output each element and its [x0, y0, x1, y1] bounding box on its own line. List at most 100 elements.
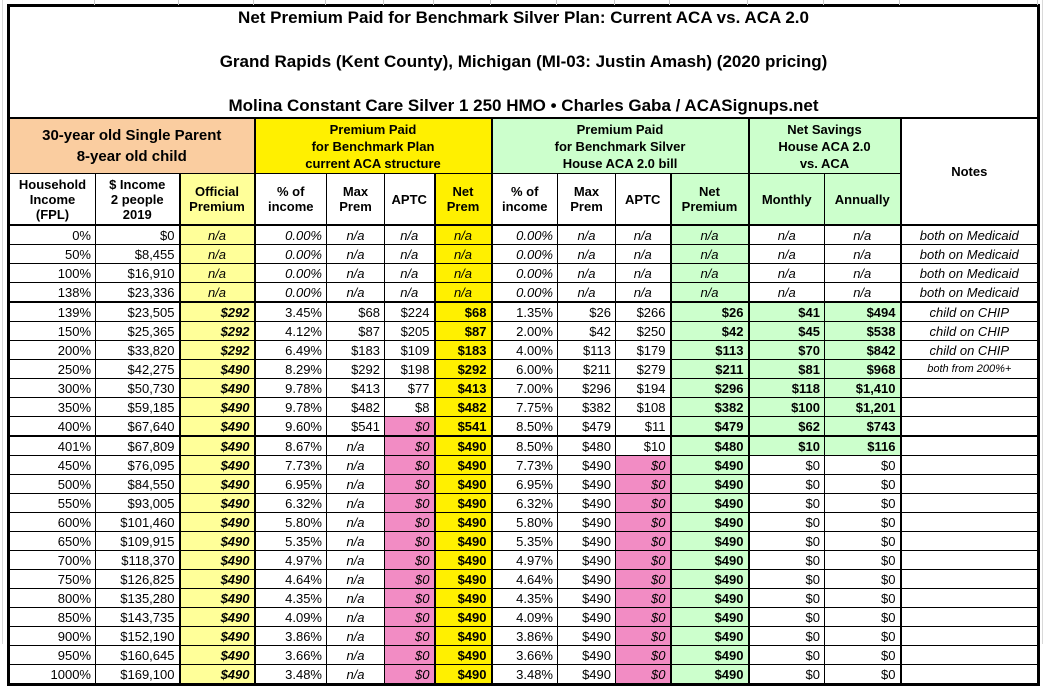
cell-income-2019[interactable]: $118,370 — [95, 550, 180, 570]
group-header-current-aca[interactable]: Premium Paid for Benchmark Plan current … — [254, 117, 493, 174]
cell-aca-max-prem[interactable]: n/a — [326, 645, 385, 665]
cell-note[interactable]: both on Medicaid — [899, 263, 1040, 283]
column-header-official-premium[interactable]: Official Premium — [178, 173, 256, 226]
cell-aca-max-prem[interactable]: n/a — [326, 282, 385, 303]
cell-income-2019[interactable]: $33,820 — [95, 340, 180, 360]
column-header-house-aptc[interactable]: APTC — [615, 173, 671, 226]
cell-aca-max-prem[interactable]: n/a — [326, 569, 385, 589]
cell-house-net-premium[interactable]: n/a — [669, 282, 750, 303]
cell-house-aptc[interactable]: $0 — [615, 588, 671, 608]
cell-aca-aptc[interactable]: $0 — [384, 474, 435, 494]
cell-house-pct-income[interactable]: 0.00% — [491, 244, 558, 264]
cell-savings-monthly[interactable]: $0 — [748, 588, 825, 608]
cell-house-max-prem[interactable]: $490 — [557, 607, 616, 627]
cell-savings-annually[interactable]: $0 — [824, 493, 902, 513]
cell-house-aptc[interactable]: $0 — [615, 569, 671, 589]
column-header-house-net-premium[interactable]: Net Premium — [669, 173, 750, 226]
cell-savings-annually[interactable]: $116 — [824, 435, 902, 456]
cell-savings-monthly[interactable]: $0 — [748, 512, 825, 532]
cell-house-aptc[interactable]: n/a — [615, 263, 671, 283]
cell-savings-annually[interactable]: $0 — [824, 607, 902, 627]
cell-official-premium[interactable]: $490 — [178, 397, 256, 417]
cell-income-2019[interactable]: $143,735 — [95, 607, 180, 627]
cell-house-max-prem[interactable]: $490 — [557, 569, 616, 589]
cell-official-premium[interactable]: $490 — [178, 435, 256, 456]
cell-house-aptc[interactable]: $0 — [615, 474, 671, 494]
cell-income-2019[interactable]: $109,915 — [95, 531, 180, 551]
cell-house-pct-income[interactable]: 5.35% — [491, 531, 558, 551]
cell-aca-net-prem[interactable]: $292 — [433, 359, 493, 379]
cell-note[interactable]: both on Medicaid — [899, 244, 1040, 264]
cell-official-premium[interactable]: $490 — [178, 455, 256, 475]
cell-note[interactable] — [899, 588, 1040, 608]
cell-house-pct-income[interactable]: 4.09% — [491, 607, 558, 627]
cell-savings-annually[interactable]: $0 — [824, 550, 902, 570]
cell-house-max-prem[interactable]: n/a — [557, 224, 616, 245]
cell-aca-pct-income[interactable]: 6.49% — [254, 340, 327, 360]
cell-house-net-premium[interactable]: $113 — [669, 340, 750, 360]
cell-aca-aptc[interactable]: $0 — [384, 664, 435, 685]
cell-fpl[interactable]: 950% — [8, 645, 96, 665]
cell-house-max-prem[interactable]: $480 — [557, 435, 616, 456]
cell-aca-aptc[interactable]: $0 — [384, 550, 435, 570]
cell-aca-aptc[interactable]: $0 — [384, 512, 435, 532]
cell-fpl[interactable]: 600% — [8, 512, 96, 532]
cell-aca-net-prem[interactable]: n/a — [433, 282, 493, 303]
cell-savings-annually[interactable]: $0 — [824, 474, 902, 494]
cell-fpl[interactable]: 100% — [8, 263, 96, 283]
cell-official-premium[interactable]: $490 — [178, 416, 256, 437]
cell-savings-annually[interactable]: $743 — [824, 416, 902, 437]
cell-house-max-prem[interactable]: n/a — [557, 244, 616, 264]
cell-house-aptc[interactable]: n/a — [615, 224, 671, 245]
cell-house-aptc[interactable]: $0 — [615, 455, 671, 475]
cell-note[interactable] — [899, 626, 1040, 646]
cell-house-pct-income[interactable]: 6.00% — [491, 359, 558, 379]
cell-aca-net-prem[interactable]: $490 — [433, 474, 493, 494]
cell-house-pct-income[interactable]: 0.00% — [491, 282, 558, 303]
cell-house-pct-income[interactable]: 2.00% — [491, 321, 558, 341]
group-header-person[interactable]: 30-year old Single Parent 8-year old chi… — [8, 117, 256, 174]
cell-house-pct-income[interactable]: 6.32% — [491, 493, 558, 513]
cell-house-pct-income[interactable]: 8.50% — [491, 435, 558, 456]
cell-house-max-prem[interactable]: $490 — [557, 531, 616, 551]
column-header-aca-max-prem[interactable]: Max Prem — [326, 173, 385, 226]
cell-savings-annually[interactable]: $0 — [824, 531, 902, 551]
cell-house-net-premium[interactable]: $490 — [669, 550, 750, 570]
cell-aca-net-prem[interactable]: n/a — [433, 224, 493, 245]
cell-house-pct-income[interactable]: 0.00% — [491, 224, 558, 245]
cell-aca-max-prem[interactable]: n/a — [326, 244, 385, 264]
cell-aca-net-prem[interactable]: $68 — [433, 301, 493, 322]
cell-aca-pct-income[interactable]: 0.00% — [254, 244, 327, 264]
cell-fpl[interactable]: 750% — [8, 569, 96, 589]
cell-aca-pct-income[interactable]: 3.66% — [254, 645, 327, 665]
cell-house-pct-income[interactable]: 3.66% — [491, 645, 558, 665]
cell-house-net-premium[interactable]: $490 — [669, 645, 750, 665]
cell-savings-monthly[interactable]: n/a — [748, 244, 825, 264]
cell-savings-annually[interactable]: n/a — [824, 263, 902, 283]
cell-aca-aptc[interactable]: n/a — [384, 282, 435, 303]
cell-aca-max-prem[interactable]: n/a — [326, 474, 385, 494]
cell-aca-net-prem[interactable]: $490 — [433, 664, 493, 685]
cell-house-aptc[interactable]: $11 — [615, 416, 671, 437]
cell-house-max-prem[interactable]: $490 — [557, 550, 616, 570]
cell-house-net-premium[interactable]: $296 — [669, 378, 750, 398]
cell-aca-aptc[interactable]: $0 — [384, 493, 435, 513]
cell-note[interactable] — [899, 435, 1040, 456]
cell-official-premium[interactable]: $490 — [178, 664, 256, 685]
cell-aca-pct-income[interactable]: 7.73% — [254, 455, 327, 475]
cell-aca-net-prem[interactable]: $490 — [433, 493, 493, 513]
cell-income-2019[interactable]: $25,365 — [95, 321, 180, 341]
cell-house-net-premium[interactable]: $211 — [669, 359, 750, 379]
cell-note[interactable] — [899, 397, 1040, 417]
cell-house-pct-income[interactable]: 0.00% — [491, 263, 558, 283]
cell-official-premium[interactable]: $292 — [178, 340, 256, 360]
cell-note[interactable]: both on Medicaid — [899, 282, 1040, 303]
cell-aca-net-prem[interactable]: $490 — [433, 588, 493, 608]
column-header-notes[interactable]: Notes — [899, 117, 1040, 226]
cell-savings-monthly[interactable]: $0 — [748, 455, 825, 475]
cell-aca-net-prem[interactable]: $490 — [433, 626, 493, 646]
column-header-aca-pct-income[interactable]: % of income — [254, 173, 327, 226]
cell-note[interactable] — [899, 512, 1040, 532]
cell-house-pct-income[interactable]: 8.50% — [491, 416, 558, 437]
cell-aca-aptc[interactable]: $0 — [384, 645, 435, 665]
